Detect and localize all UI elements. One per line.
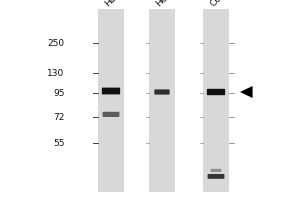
FancyBboxPatch shape: [208, 174, 224, 179]
Text: 250: 250: [47, 38, 64, 47]
Text: C6: C6: [208, 0, 223, 8]
Text: 55: 55: [53, 138, 64, 148]
Bar: [98, 9, 124, 192]
Text: 95: 95: [53, 88, 64, 98]
Text: 130: 130: [47, 68, 64, 77]
FancyBboxPatch shape: [102, 88, 120, 94]
FancyBboxPatch shape: [154, 89, 170, 95]
Polygon shape: [240, 86, 253, 98]
Text: 72: 72: [53, 112, 64, 121]
FancyBboxPatch shape: [211, 169, 221, 172]
FancyBboxPatch shape: [103, 112, 119, 117]
Bar: [149, 9, 175, 192]
Text: Hela: Hela: [154, 0, 175, 8]
Text: HL-60: HL-60: [103, 0, 128, 8]
Bar: [203, 9, 229, 192]
FancyBboxPatch shape: [207, 89, 225, 95]
